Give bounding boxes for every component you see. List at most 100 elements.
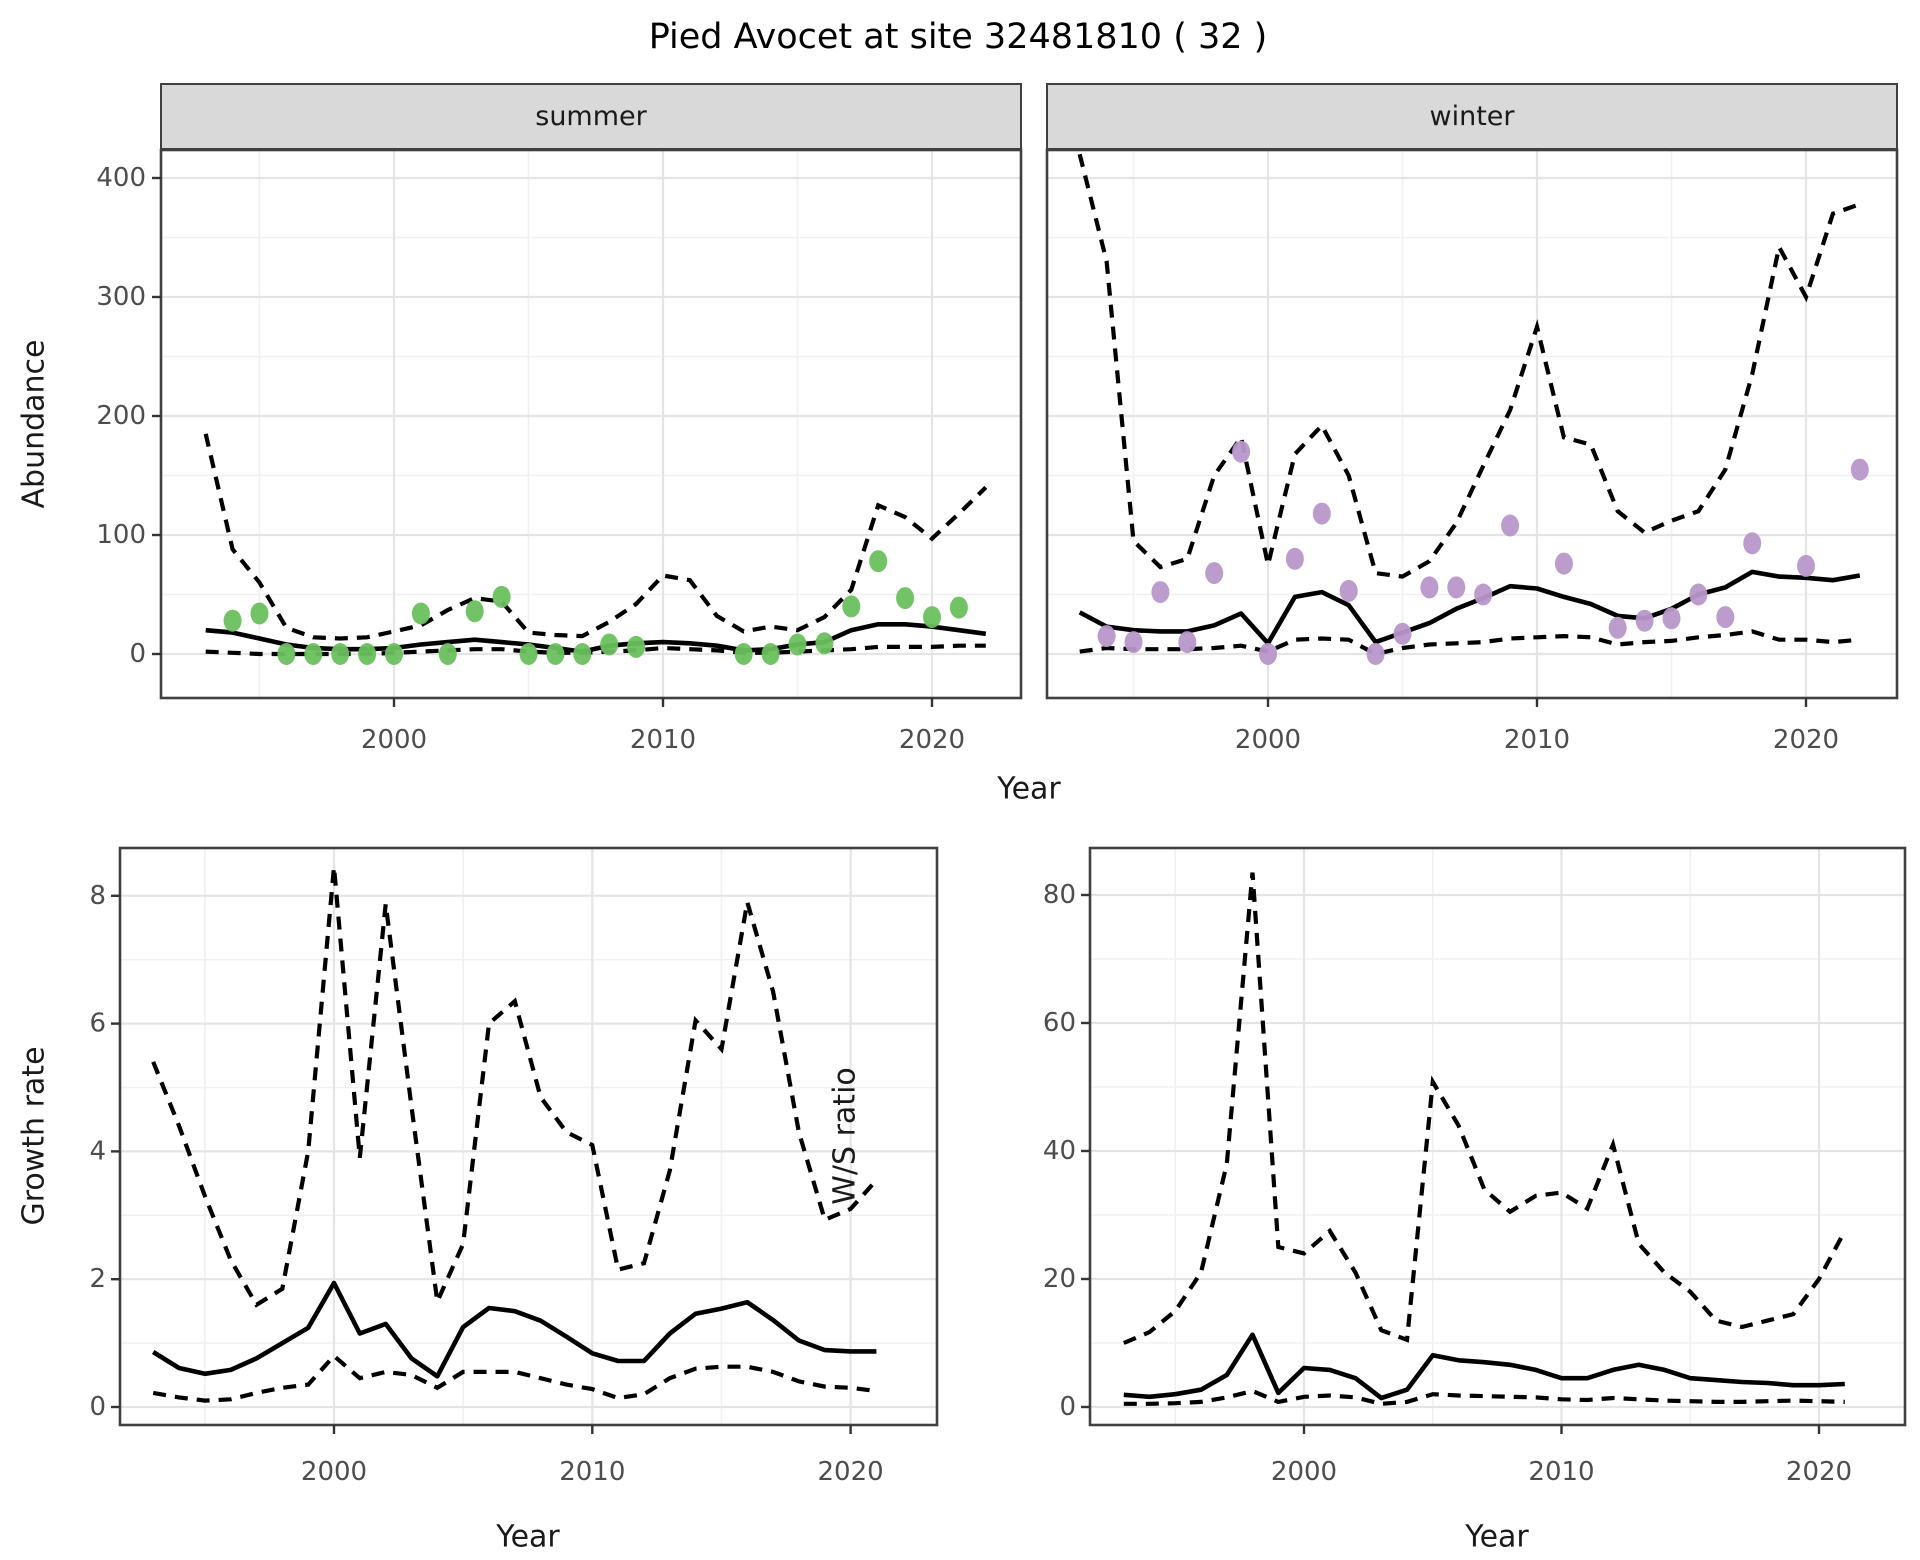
observation-point <box>949 596 968 619</box>
y-tick-label: 0 <box>129 639 146 669</box>
axis-ticks <box>111 894 852 1434</box>
observation-point <box>250 602 269 625</box>
panel-abundance-winter: 2000 2010 2020 <box>1045 148 1899 755</box>
observation-point <box>869 550 888 573</box>
x-tick-label: 2010 <box>1504 725 1570 755</box>
x-tick-label: 2000 <box>361 725 427 755</box>
axis-tick-labels: 2000 2010 2020 0 20 40 60 80 <box>1043 880 1852 1487</box>
x-axis-title-year-bottom-left: Year <box>496 1519 560 1555</box>
observation-point <box>761 643 780 665</box>
x-tick-label: 2000 <box>1235 725 1301 755</box>
observation-point <box>223 609 242 632</box>
observation-point <box>1743 532 1762 555</box>
observation-point <box>1635 609 1654 632</box>
panel-growth-rate: 2000 2010 2020 0 2 4 6 8 <box>89 846 939 1487</box>
x-tick-label: 2020 <box>1786 1457 1852 1487</box>
y-tick-label: 8 <box>89 881 106 911</box>
observation-point <box>600 633 619 656</box>
observation-point <box>815 632 834 655</box>
observation-point <box>1716 606 1735 629</box>
upper-ci-line <box>1077 153 1861 579</box>
series-abundance-summer <box>203 433 988 665</box>
y-tick-label: 400 <box>96 163 146 193</box>
y-tick-label: 100 <box>96 520 146 550</box>
x-tick-label: 2010 <box>1528 1457 1594 1487</box>
observation-point <box>1312 502 1331 525</box>
observation-point <box>734 643 753 665</box>
y-tick-label: 300 <box>96 282 146 312</box>
x-tick-label: 2010 <box>630 725 696 755</box>
panel-border <box>1045 148 1899 700</box>
panel-border <box>118 846 939 1427</box>
lower-ci-line <box>205 643 986 657</box>
upper-ci-line <box>203 433 988 641</box>
observation-point <box>1232 440 1251 463</box>
observation-point <box>1447 576 1466 599</box>
axis-ticks <box>152 176 934 707</box>
observation-point <box>1151 581 1170 604</box>
observation-point <box>1689 583 1708 606</box>
series-growth-rate <box>151 866 878 1403</box>
axis-ticks <box>1266 698 1808 707</box>
y-tick-label: 4 <box>89 1136 106 1166</box>
observation-point <box>465 600 484 623</box>
lower-ci-line <box>1079 629 1860 657</box>
upper-ci-line <box>1122 872 1847 1345</box>
y-axis-title-abundance: Abundance <box>16 339 52 509</box>
x-tick-label: 2000 <box>301 1457 367 1487</box>
lower-ci-line <box>152 1352 877 1403</box>
series-abundance-winter <box>1077 153 1869 665</box>
grid-minor <box>1090 848 1905 1425</box>
observation-point <box>1259 643 1277 665</box>
panel-border <box>159 148 1023 700</box>
y-axis-title-ws-ratio: W/S ratio <box>827 1067 863 1205</box>
axis-tick-labels: 2000 2010 2020 <box>1235 725 1839 755</box>
series-ws-ratio <box>1122 872 1847 1406</box>
observation-point <box>1474 583 1493 606</box>
panel-abundance-summer: 2000 2010 2020 0 100 200 300 400 <box>96 148 1023 755</box>
x-tick-label: 2020 <box>818 1457 884 1487</box>
observation-point <box>1850 458 1869 481</box>
observation-point <box>1420 576 1439 599</box>
y-tick-label: 200 <box>96 401 146 431</box>
observation-point <box>1608 616 1627 639</box>
grid-minor <box>1047 150 1897 698</box>
grid-major <box>120 848 937 1425</box>
grid-major <box>1090 848 1905 1425</box>
facet-strip-summer: summer <box>160 83 1022 150</box>
y-tick-label: 80 <box>1043 880 1076 910</box>
panel-background <box>1047 150 1897 698</box>
x-tick-label: 2020 <box>1773 725 1839 755</box>
observation-point <box>923 606 941 629</box>
lower-ci-line <box>1123 1388 1845 1406</box>
panel-border <box>1088 846 1907 1427</box>
observation-point <box>385 643 403 665</box>
panel-background <box>1090 848 1905 1425</box>
x-tick-label: 2020 <box>899 725 965 755</box>
axis-tick-labels: 2000 2010 2020 0 2 4 6 8 <box>89 881 883 1487</box>
observation-point <box>842 595 861 618</box>
observation-point <box>1124 631 1143 654</box>
observation-point <box>1797 554 1815 577</box>
x-axis-title-year-bottom-right: Year <box>1465 1519 1529 1555</box>
axis-ticks <box>1081 893 1821 1434</box>
observation-point <box>492 585 511 608</box>
observation-point <box>627 635 646 658</box>
observation-point <box>331 643 350 665</box>
grid-minor <box>161 150 1021 698</box>
x-axis-title-year-top: Year <box>997 771 1061 807</box>
observation-point <box>788 633 807 656</box>
observation-point <box>1393 622 1412 645</box>
panel-background <box>120 848 937 1425</box>
observation-point <box>411 602 430 625</box>
observation-point <box>1205 562 1224 585</box>
observation-point <box>358 643 377 665</box>
y-tick-label: 2 <box>89 1264 106 1294</box>
upper-ci-line <box>151 866 878 1310</box>
facet-strip-winter: winter <box>1046 83 1898 150</box>
facet-strip-winter-label: winter <box>1429 101 1515 132</box>
y-axis-title-growth-rate: Growth rate <box>16 1046 52 1226</box>
median-line <box>151 1280 877 1379</box>
